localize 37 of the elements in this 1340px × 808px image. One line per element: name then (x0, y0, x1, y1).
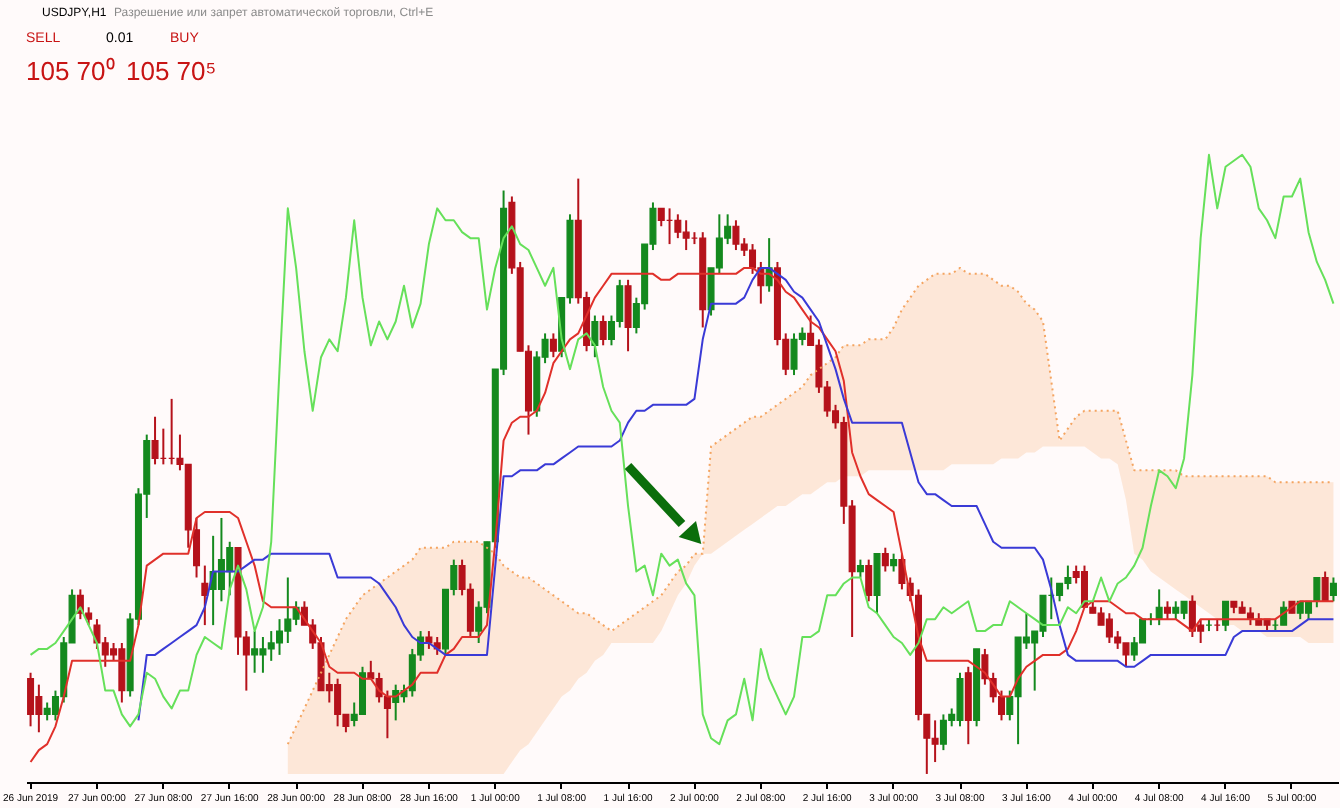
candlestick (549, 332, 557, 359)
candlestick (790, 332, 798, 377)
candlestick (1064, 564, 1072, 591)
candlestick (964, 665, 972, 746)
candlestick (682, 219, 690, 252)
candlestick (276, 618, 284, 656)
text: 105 70⁵ (126, 56, 217, 86)
candlestick (1321, 570, 1329, 603)
candlestick (1105, 612, 1113, 644)
candlestick (359, 665, 367, 716)
candlestick (201, 564, 209, 627)
candlestick (226, 540, 234, 597)
candlestick (599, 314, 607, 347)
candlestick (732, 219, 740, 252)
candlestick (624, 278, 632, 353)
candlestick (873, 552, 881, 615)
candlestick (334, 677, 342, 728)
candlestick (267, 630, 275, 662)
candlestick (259, 636, 267, 674)
candlestick (1188, 594, 1196, 639)
candlestick (251, 630, 259, 674)
candlestick (1329, 576, 1337, 603)
candlestick (1313, 576, 1321, 609)
text: 105 70⁰ (26, 56, 116, 86)
candlestick (151, 415, 159, 466)
candlestick (1222, 600, 1230, 633)
candlestick (35, 683, 43, 734)
candlestick (881, 546, 889, 573)
candlestick (674, 213, 682, 240)
candlestick (865, 558, 873, 603)
candlestick (27, 671, 35, 728)
candlestick (956, 671, 964, 728)
candlestick (591, 314, 599, 359)
candlestick (931, 719, 939, 764)
candlestick (217, 516, 225, 603)
candlestick (939, 713, 947, 752)
candlestick (118, 641, 126, 704)
